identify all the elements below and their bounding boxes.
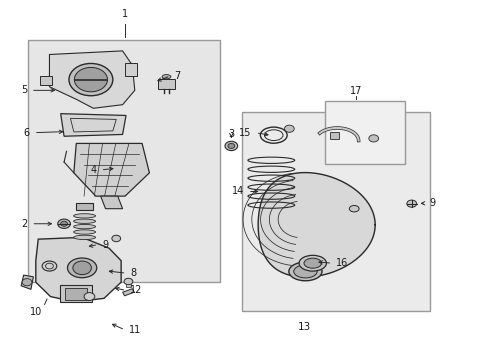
Bar xyxy=(65,288,87,300)
Ellipse shape xyxy=(74,67,107,92)
Text: 6: 6 xyxy=(24,128,30,138)
Text: 16: 16 xyxy=(335,258,348,268)
Bar xyxy=(76,203,93,211)
Ellipse shape xyxy=(293,265,317,278)
Circle shape xyxy=(22,279,32,286)
Text: 13: 13 xyxy=(297,322,310,332)
Circle shape xyxy=(112,235,121,242)
Polygon shape xyxy=(101,196,122,209)
Ellipse shape xyxy=(69,63,113,96)
Text: 2: 2 xyxy=(21,219,27,229)
Ellipse shape xyxy=(162,75,170,79)
Circle shape xyxy=(227,143,234,148)
Ellipse shape xyxy=(42,261,57,271)
Circle shape xyxy=(368,135,378,142)
Circle shape xyxy=(224,141,237,150)
Text: 4: 4 xyxy=(90,165,97,175)
Polygon shape xyxy=(122,289,134,296)
Circle shape xyxy=(124,278,133,285)
Ellipse shape xyxy=(299,255,326,271)
Text: 11: 11 xyxy=(129,325,141,335)
Circle shape xyxy=(406,200,416,207)
Polygon shape xyxy=(36,237,121,302)
Text: 8: 8 xyxy=(130,268,136,278)
Circle shape xyxy=(61,221,67,226)
Bar xyxy=(125,63,137,76)
Text: 17: 17 xyxy=(349,86,361,96)
Ellipse shape xyxy=(84,293,95,301)
Circle shape xyxy=(284,125,294,132)
Bar xyxy=(60,285,92,302)
Polygon shape xyxy=(21,275,33,289)
Ellipse shape xyxy=(73,235,95,239)
Text: 9: 9 xyxy=(102,239,108,249)
Circle shape xyxy=(58,219,70,228)
Bar xyxy=(329,132,338,139)
Bar xyxy=(242,112,429,311)
Polygon shape xyxy=(61,114,126,136)
Ellipse shape xyxy=(67,258,97,278)
Text: 7: 7 xyxy=(174,71,180,81)
Ellipse shape xyxy=(304,258,321,268)
Text: 9: 9 xyxy=(429,198,435,208)
Ellipse shape xyxy=(73,230,95,234)
Text: 14: 14 xyxy=(231,186,244,197)
Text: 15: 15 xyxy=(239,128,251,138)
Ellipse shape xyxy=(73,219,95,224)
Bar xyxy=(325,101,405,164)
Polygon shape xyxy=(258,172,374,277)
Bar xyxy=(27,40,220,282)
Ellipse shape xyxy=(348,206,358,212)
Ellipse shape xyxy=(73,225,95,229)
Text: 5: 5 xyxy=(20,85,27,95)
Ellipse shape xyxy=(73,214,95,218)
Bar xyxy=(126,284,131,287)
Bar xyxy=(158,78,175,89)
Polygon shape xyxy=(74,143,149,196)
Ellipse shape xyxy=(73,261,91,275)
Text: 1: 1 xyxy=(122,9,128,19)
Ellipse shape xyxy=(288,262,322,281)
Polygon shape xyxy=(49,51,135,108)
Text: 3: 3 xyxy=(228,129,234,139)
Bar xyxy=(40,76,52,85)
Text: 10: 10 xyxy=(30,307,42,317)
Text: 12: 12 xyxy=(130,285,142,296)
